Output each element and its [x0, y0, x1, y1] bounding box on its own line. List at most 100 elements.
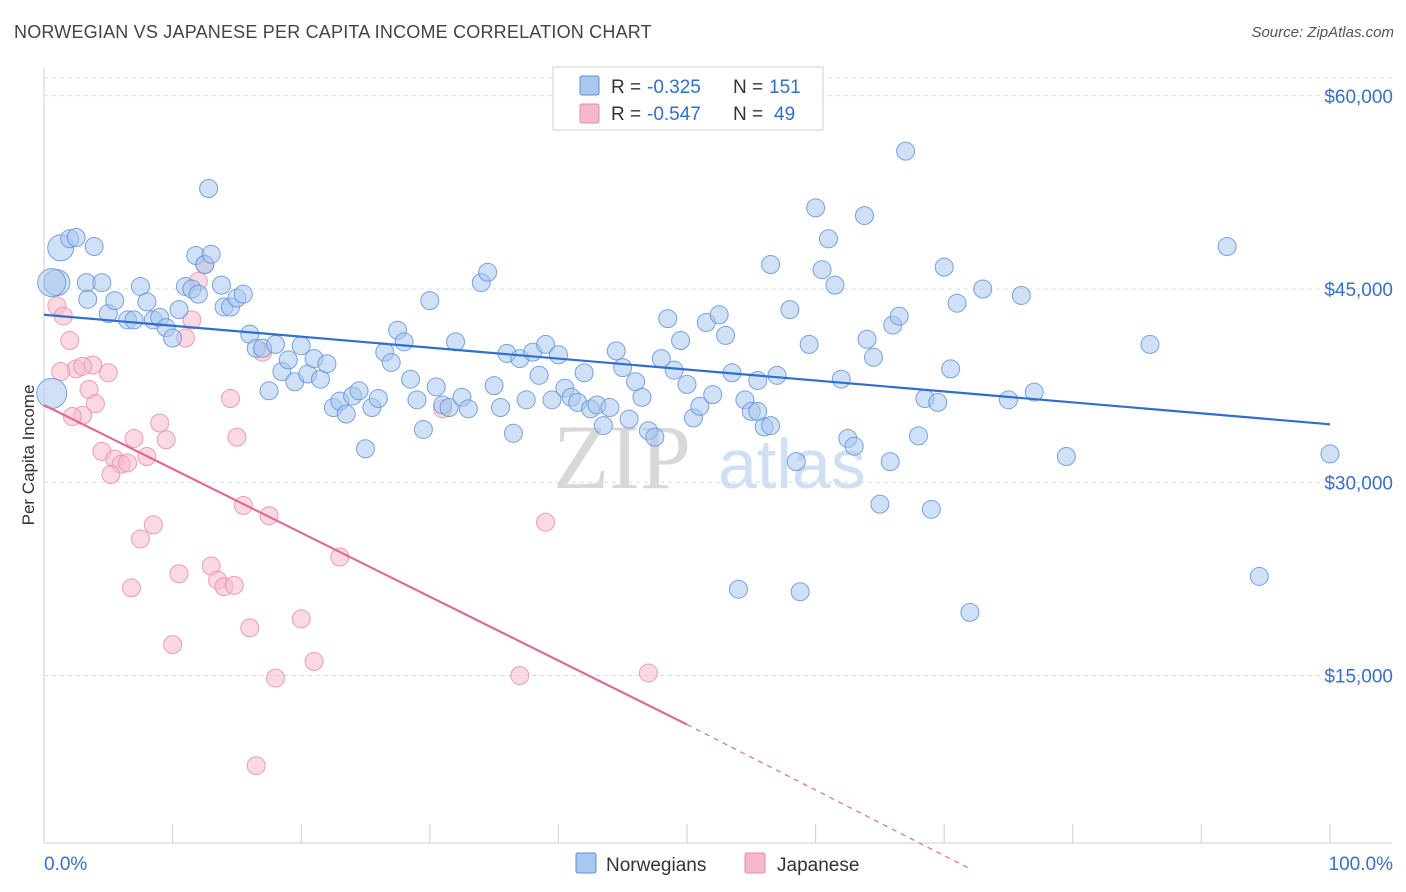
legend-swatch-norwegians	[579, 75, 600, 96]
legend-r-value-norwegians: -0.325	[647, 77, 701, 98]
point-japanese	[143, 515, 163, 535]
point-norwegians	[831, 369, 851, 389]
point-norwegians	[941, 359, 961, 379]
point-norwegians	[420, 291, 440, 311]
point-norwegians	[278, 350, 298, 370]
point-japanese	[150, 413, 170, 433]
trend-line-japanese	[43, 403, 688, 726]
point-norwegians	[211, 275, 231, 295]
point-norwegians	[761, 255, 781, 275]
point-norwegians	[716, 325, 736, 345]
point-japanese	[73, 356, 93, 376]
point-norwegians	[600, 398, 620, 418]
y-tick-label: $45,000	[1324, 280, 1393, 301]
point-norwegians	[233, 284, 253, 304]
point-norwegians	[671, 331, 691, 351]
point-norwegians	[870, 494, 890, 514]
point-norwegians	[92, 273, 112, 293]
point-norwegians	[503, 423, 523, 443]
point-norwegians	[401, 369, 421, 389]
point-japanese	[163, 635, 183, 655]
point-norwegians	[593, 416, 613, 436]
point-norwegians	[446, 332, 466, 352]
point-norwegians	[542, 390, 562, 410]
point-norwegians	[265, 334, 285, 354]
legend-r-label-japanese: R =	[611, 104, 641, 125]
point-japanese	[291, 609, 311, 629]
point-norwegians	[645, 427, 665, 447]
point-norwegians	[632, 387, 652, 407]
point-norwegians	[336, 404, 356, 424]
point-japanese	[51, 361, 71, 381]
legend-n-label-norwegians: N =	[733, 77, 763, 98]
legend-n-label-japanese: N =	[733, 104, 763, 125]
point-norwegians	[748, 401, 768, 421]
y-tick-label: $60,000	[1324, 87, 1393, 108]
point-japanese	[330, 547, 350, 567]
point-norwegians	[780, 300, 800, 320]
point-norwegians	[947, 293, 967, 313]
point-japanese	[240, 618, 260, 638]
point-japanese	[130, 529, 150, 549]
point-norwegians	[188, 284, 208, 304]
point-norwegians	[786, 452, 806, 472]
point-norwegians	[36, 377, 68, 409]
point-japanese	[536, 512, 556, 532]
point-norwegians	[1056, 447, 1076, 466]
point-norwegians	[201, 244, 221, 264]
point-norwegians	[1011, 285, 1031, 305]
bottom-legend-label-japanese: Japanese	[777, 855, 859, 876]
y-tick-label: $15,000	[1324, 667, 1393, 688]
point-japanese	[85, 394, 105, 414]
point-norwegians	[491, 398, 511, 418]
point-norwegians	[529, 365, 549, 385]
point-norwegians	[1249, 566, 1269, 586]
point-norwegians	[825, 275, 845, 295]
point-norwegians	[484, 376, 504, 396]
point-japanese	[182, 310, 202, 330]
point-norwegians	[854, 206, 874, 226]
point-norwegians	[124, 310, 144, 330]
point-norwegians	[1024, 382, 1044, 402]
bottom-legend: Norwegians Japanese	[575, 852, 859, 876]
axes-layer	[43, 68, 1392, 844]
point-japanese	[156, 430, 176, 450]
point-norwegians	[728, 579, 748, 599]
point-japanese	[246, 756, 266, 776]
bottom-legend-label-norwegians: Norwegians	[606, 855, 706, 876]
bottom-legend-swatch-norwegians	[575, 852, 597, 874]
point-norwegians	[812, 260, 832, 280]
point-japanese	[510, 666, 530, 686]
legend-r-value-japanese: -0.547	[647, 104, 701, 125]
grid-layer	[44, 77, 1392, 677]
point-norwegians	[1217, 237, 1237, 257]
point-norwegians	[818, 229, 838, 249]
point-norwegians	[394, 332, 414, 352]
tick-labels: $15,000 $30,000 $45,000 $60,000 0.0% 100.0%	[44, 87, 1393, 875]
point-norwegians	[703, 385, 723, 405]
point-norwegians	[1320, 444, 1340, 464]
source-label: Source: ZipAtlas.com	[1251, 24, 1394, 41]
point-norwegians	[548, 345, 568, 365]
point-norwegians	[806, 198, 826, 218]
point-norwegians	[908, 426, 928, 446]
trend-line-norwegians	[43, 313, 1331, 426]
point-japanese	[224, 575, 244, 595]
point-norwegians	[690, 396, 710, 416]
x-tick-label-max: 100.0%	[1329, 854, 1394, 875]
point-norwegians	[259, 381, 279, 401]
point-norwegians	[799, 334, 819, 354]
point-norwegians	[677, 374, 697, 394]
point-norwegians	[413, 419, 433, 439]
points-layer	[36, 141, 1340, 776]
point-japanese	[227, 427, 247, 447]
point-norwegians	[426, 377, 446, 397]
y-axis-label: Per Capita Income	[19, 385, 38, 526]
point-norwegians	[317, 354, 337, 374]
point-norwegians	[664, 360, 684, 380]
legend-n-value-norwegians: 151	[769, 77, 801, 98]
point-norwegians	[889, 306, 909, 326]
point-norwegians	[658, 309, 678, 329]
point-norwegians	[439, 398, 459, 418]
